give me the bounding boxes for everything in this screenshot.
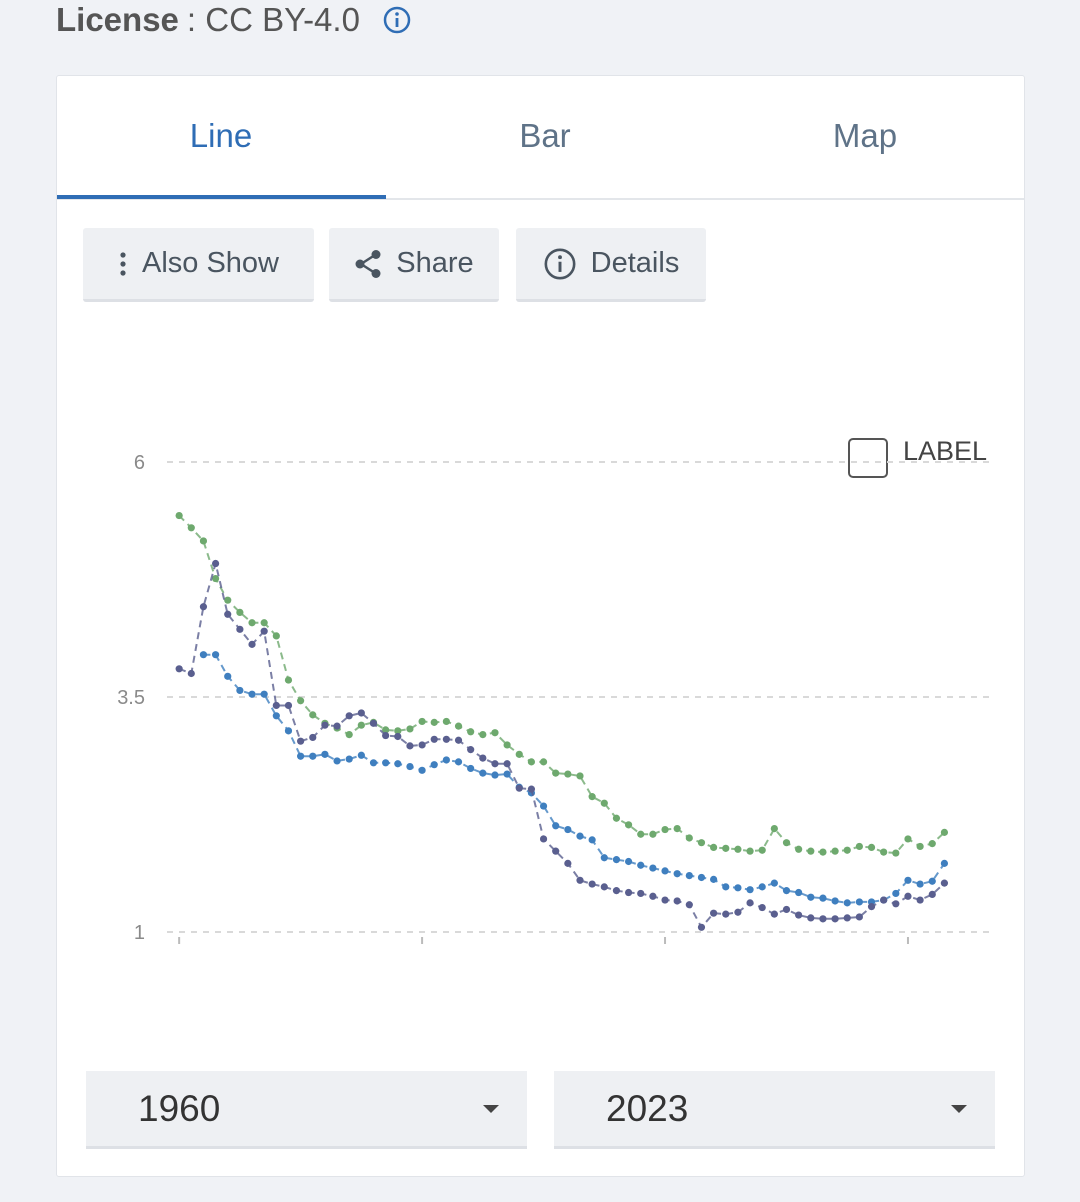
end-year-select[interactable]: 2023 <box>554 1071 995 1149</box>
checkbox[interactable] <box>848 438 888 478</box>
tab[interactable]: Line <box>189 117 253 154</box>
tab-indicator <box>57 195 386 199</box>
select-value: 1960 <box>138 1087 221 1129</box>
label-toggle[interactable]: LABEL <box>848 424 987 478</box>
icon <box>355 249 381 278</box>
share-button[interactable]: Share <box>329 228 499 302</box>
icon <box>120 251 126 276</box>
tab-divider <box>57 198 1024 200</box>
caret <box>483 1105 499 1113</box>
caret <box>951 1105 967 1113</box>
license-value: : CC BY-4.0 <box>186 1 360 38</box>
card: Line Bar Map Also Show Share Details LAB… <box>56 75 1025 1177</box>
button-label: Details <box>590 247 680 279</box>
select-value: 2023 <box>606 1087 689 1129</box>
button-label: Share <box>396 247 474 279</box>
details-button[interactable]: Details <box>516 228 706 302</box>
also-show-button[interactable]: Also Show <box>83 228 314 302</box>
license: License : CC BY-4.0 <box>56 0 412 40</box>
tab[interactable]: Map <box>832 117 898 154</box>
start-year-select[interactable]: 1960 <box>86 1071 527 1149</box>
icon <box>544 248 576 279</box>
license-label: License <box>56 1 179 38</box>
checkbox-label: LABEL <box>903 435 988 466</box>
button-label: Also Show <box>141 247 279 279</box>
tab[interactable]: Bar <box>519 117 571 154</box>
info-icon[interactable] <box>382 5 412 35</box>
